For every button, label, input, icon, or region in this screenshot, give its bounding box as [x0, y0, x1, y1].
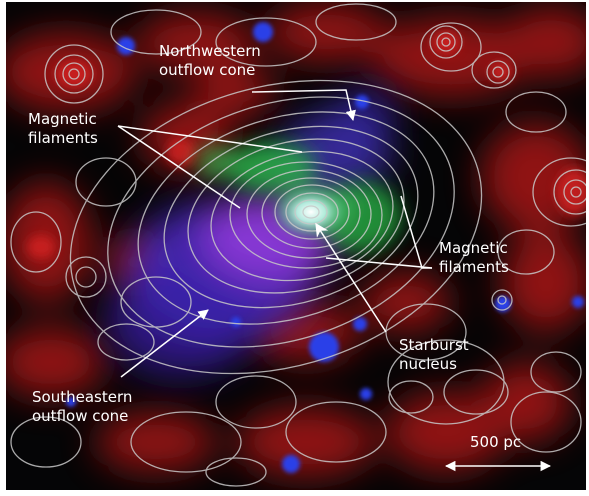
outflow-layer [106, 87, 396, 377]
label-line: nucleus [399, 355, 457, 373]
label-line: Starburst [399, 336, 469, 354]
label-line: outflow cone [32, 407, 129, 425]
starburst-core [271, 184, 351, 240]
scale-bar-label: 500 pc [470, 433, 522, 451]
northwestern-arrow [251, 89, 356, 122]
label-line: filaments [439, 258, 509, 276]
label-line: Magnetic [28, 110, 97, 128]
sky-image [6, 2, 586, 487]
nucleus-arrow [315, 222, 387, 333]
annotation-lines [117, 89, 552, 472]
label-line: filaments [28, 129, 98, 147]
label-magnetic-filaments-left: Magnetic filaments [28, 110, 98, 148]
southeastern-arrow [120, 309, 209, 378]
point-sources [66, 22, 584, 473]
label-line: Southeastern [32, 388, 133, 406]
label-southeastern-outflow-cone: Southeastern outflow cone [32, 388, 132, 426]
label-starburst-nucleus: Starburst nucleus [399, 336, 469, 374]
label-line: Northwestern [159, 42, 261, 60]
label-magnetic-filaments-right: Magnetic filaments [439, 239, 509, 277]
label-northwestern-outflow-cone: Northwestern outflow cone [159, 42, 261, 80]
composite-image: Northwestern outflow cone Magnetic filam… [6, 2, 586, 490]
label-line: Magnetic [439, 239, 508, 257]
radio-contours [10, 3, 586, 487]
label-line: outflow cone [159, 61, 256, 79]
